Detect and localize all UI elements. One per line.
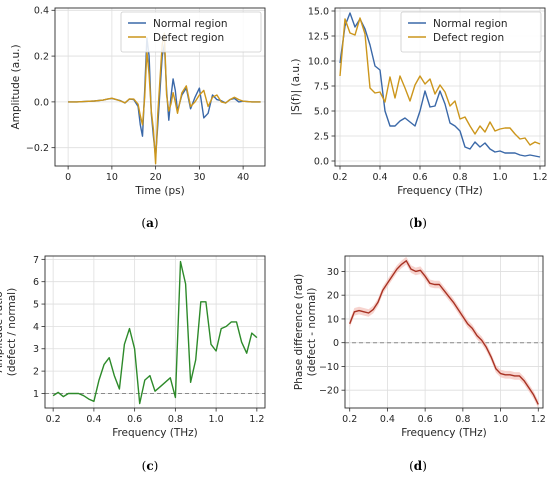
y-tick-label: 0 [333, 338, 339, 349]
x-tick-label: 1.2 [531, 414, 546, 425]
series-group [339, 12, 541, 158]
y-tick-label: 7.5 [314, 81, 329, 92]
axes-frame [54, 7, 266, 167]
x-tick-label: 1.2 [532, 172, 547, 183]
x-axis-label: Time (ps) [134, 185, 184, 197]
y-axis-label: Phase difference (rad)(defect - normal) [293, 274, 318, 390]
x-tick-label: 0.4 [86, 414, 101, 425]
series-line-phase [349, 260, 539, 405]
x-tick-label: 0.2 [342, 414, 357, 425]
x-tick-label: 10 [106, 172, 118, 183]
y-tick-label: 5.0 [314, 106, 329, 117]
caption-b: (b) [409, 216, 427, 230]
series-group [52, 260, 258, 405]
y-tick-label: 7 [33, 255, 39, 266]
x-tick-label: 0.4 [372, 172, 387, 183]
y-tick-label: −20 [319, 386, 339, 397]
y-tick-label: 0.0 [314, 156, 329, 167]
series-line-normal-region [68, 37, 261, 158]
legend-label: Normal region [153, 18, 228, 30]
x-tick-label: 0.6 [412, 172, 427, 183]
y-tick-label: 0.0 [34, 97, 49, 108]
y-tick-label: 2.5 [314, 131, 329, 142]
series-line-normal-region [339, 12, 541, 158]
y-tick-label: 5 [33, 299, 39, 310]
legend-label: Defect region [433, 32, 504, 44]
y-tick-label: 0.2 [34, 51, 49, 62]
x-tick-label: 20 [150, 172, 162, 183]
x-tick-label: 1.0 [492, 172, 507, 183]
x-tick-label: 0 [65, 172, 71, 183]
y-tick-label: 3 [33, 344, 39, 355]
y-tick-label: 10 [327, 314, 339, 325]
caption-d: (d) [409, 459, 427, 473]
series-line-ratio [52, 260, 258, 405]
x-axis-label: Frequency (THz) [112, 427, 198, 439]
y-tick-label: −10 [319, 362, 339, 373]
panel-c-amplitude-ratio: 0.2 0.4 0.6 0.8 1.0 1.2 1 2 3 4 5 6 7 Frequency (THz)… [0, 255, 266, 439]
x-tick-label: 0.6 [127, 414, 142, 425]
legend-box [120, 11, 262, 53]
x-tick-label: 0.4 [380, 414, 395, 425]
x-tick-label: 0.8 [452, 172, 467, 183]
y-tick-label: 12.5 [308, 31, 329, 42]
y-tick-label: −0.2 [26, 143, 49, 154]
x-tick-label: 0.2 [332, 172, 347, 183]
legend: Normal region Defect region [400, 11, 542, 53]
x-tick-label: 0.8 [168, 414, 183, 425]
legend: Normal region Defect region [120, 11, 262, 53]
y-tick-label: 6 [33, 277, 39, 288]
y-tick-label: 15.0 [308, 6, 329, 17]
series-line-defect-region [339, 17, 541, 146]
x-tick-label: 1.0 [209, 414, 224, 425]
y-tick-label: 30 [327, 267, 339, 278]
y-tick-label: 2 [33, 367, 39, 378]
legend-label: Normal region [433, 18, 508, 30]
phase-uncertainty-band [349, 256, 539, 408]
legend-label: Defect region [153, 32, 224, 44]
panel-b-spectrum: 0.2 0.4 0.6 0.8 1.0 1.2 0.0 2.5 5.0 7.5 10.0 12.5 15… [290, 6, 548, 197]
x-tick-label: 0.2 [46, 414, 61, 425]
x-tick-label: 1.0 [493, 414, 508, 425]
x-tick-label: 40 [237, 172, 249, 183]
x-axis-label: Frequency (THz) [397, 185, 483, 197]
series-group [68, 32, 261, 165]
x-tick-label: 0.8 [455, 414, 470, 425]
panel-a-time-domain: 0 10 20 30 40 −0.2 0.0 0.2 0.4 Time (ps) Amplitude… [10, 6, 266, 197]
caption-c: (c) [142, 459, 159, 473]
y-tick-label: 4 [33, 322, 39, 333]
legend-box [400, 11, 542, 53]
y-tick-label: 0.4 [34, 6, 49, 17]
axes-frame [344, 255, 544, 409]
x-tick-label: 1.2 [249, 414, 264, 425]
x-tick-label: 30 [193, 172, 205, 183]
axes-frame [44, 255, 266, 409]
series-group [349, 256, 539, 408]
caption-a: (a) [141, 216, 158, 230]
axes-frame [334, 7, 546, 167]
panel-d-phase-difference: 0.2 0.4 0.6 0.8 1.0 1.2 −20 −10 0 10 20 30 Frequency… [293, 255, 546, 439]
y-tick-label: 10.0 [308, 56, 329, 67]
y-tick-label: 1 [33, 389, 39, 400]
y-axis-label: Amplitude (a.u.) [10, 44, 22, 129]
y-axis-label: Amplitude ratio(defect / normal) [0, 288, 18, 376]
y-tick-label: 20 [327, 291, 339, 302]
x-tick-label: 0.6 [418, 414, 433, 425]
x-axis-label: Frequency (THz) [401, 427, 487, 439]
y-axis-label: |S(f)| (a.u.) [290, 59, 302, 116]
